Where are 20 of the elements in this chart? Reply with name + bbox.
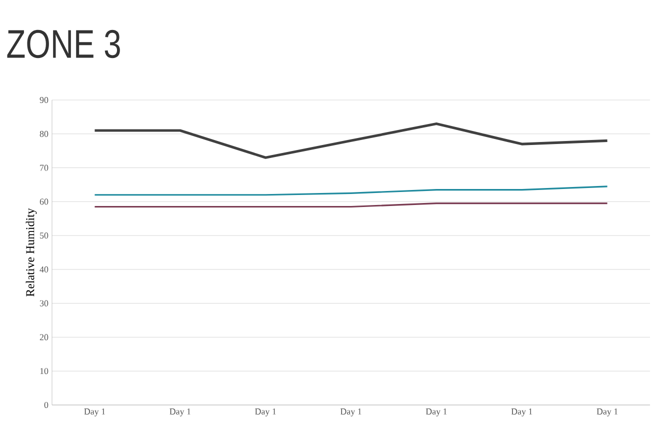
- x-tick-label: Day 1: [426, 408, 447, 416]
- y-tick-label: 30: [40, 300, 48, 306]
- y-axis-title: Relative Humidity: [26, 208, 37, 296]
- x-tick-label: Day 1: [255, 408, 276, 416]
- x-tick-label: Day 1: [84, 408, 106, 416]
- y-tick-label: 50: [40, 232, 48, 239]
- y-tick-label: 10: [40, 368, 48, 374]
- x-tick-label: Day 1: [596, 408, 618, 416]
- y-tick-label: 80: [40, 130, 48, 137]
- y-tick-label: 70: [40, 164, 48, 171]
- y-tick-label: 90: [40, 96, 48, 104]
- y-tick-label: 0: [44, 402, 48, 408]
- x-tick-label: Day 1: [511, 408, 532, 416]
- x-tick-label: Day 1: [170, 408, 190, 416]
- y-tick-label: 40: [40, 266, 48, 272]
- x-tick-label: Day 1: [340, 408, 362, 416]
- chart-title: ZONE 3: [7, 30, 120, 58]
- y-tick-label: 20: [40, 334, 48, 340]
- y-tick-label: 60: [40, 198, 48, 205]
- line-series: [93, 122, 609, 159]
